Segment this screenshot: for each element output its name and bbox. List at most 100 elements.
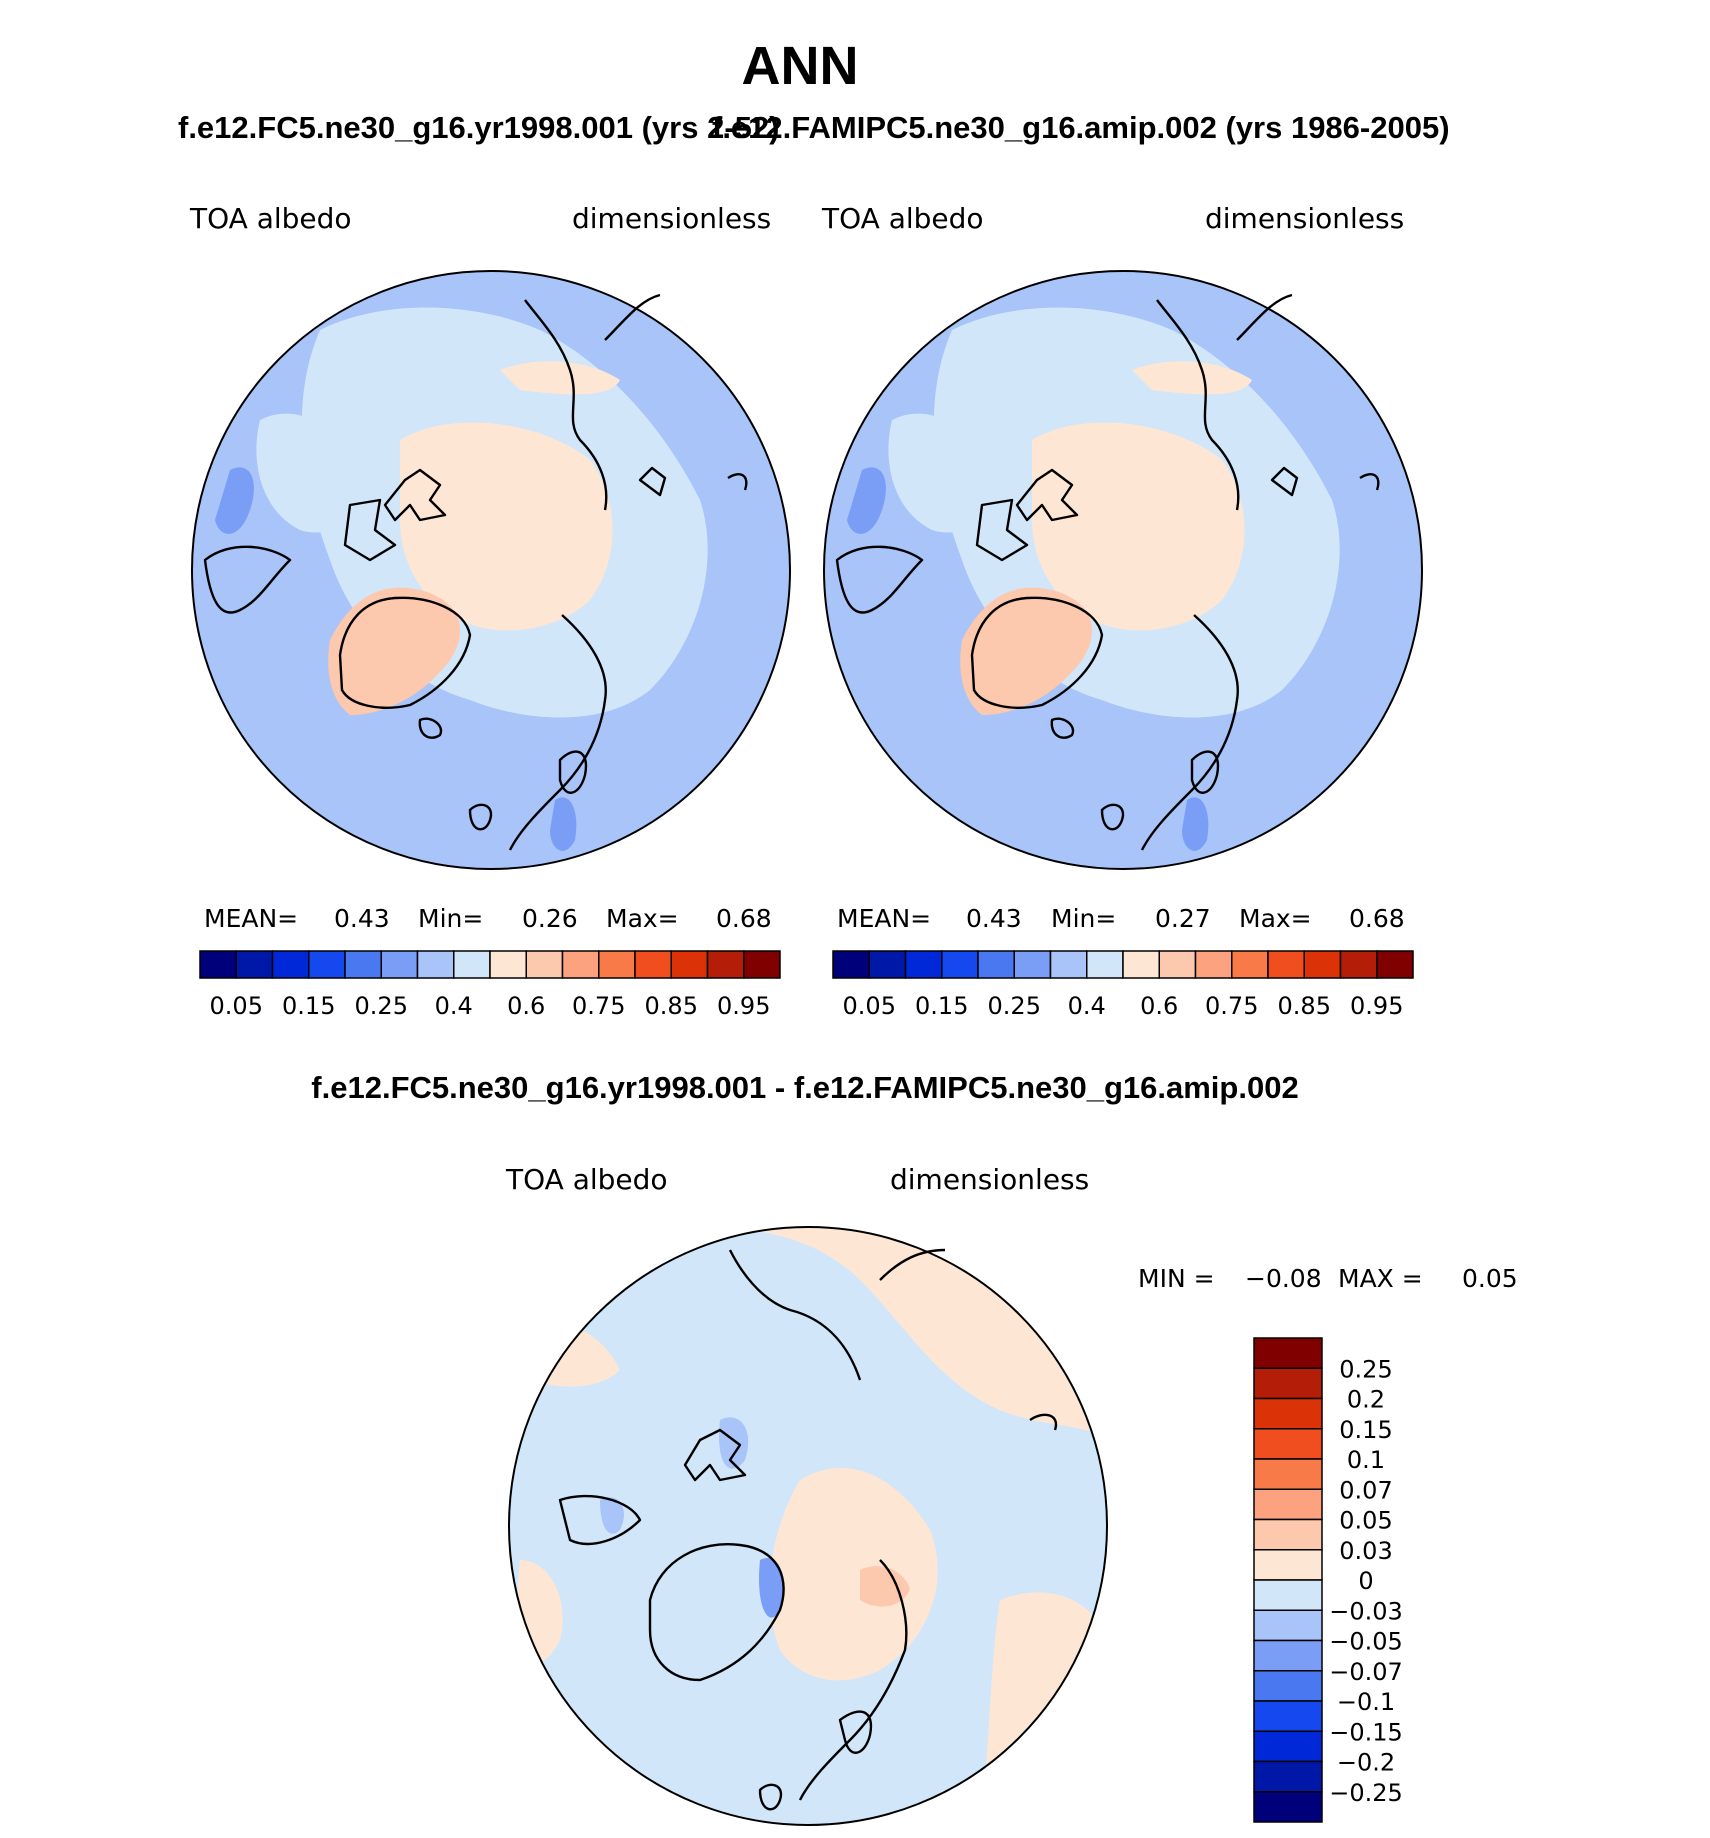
diff-colorbar-tick-label: 0.15 [1339, 1416, 1392, 1444]
left-case-title: f.e12.FC5.ne30_g16.yr1998.001 (yrs 2-52) [178, 110, 780, 145]
left-variable-label: TOA albedo [190, 202, 352, 235]
diff-max-value: 0.05 [1462, 1264, 1518, 1293]
diff-polar-map [508, 1226, 1108, 1826]
diff-colorbar-swatch [1253, 1670, 1323, 1702]
left-colorbar-tick-label: 0.6 [507, 992, 545, 1020]
diff-colorbar-tick-label: 0 [1358, 1567, 1373, 1595]
diff-colorbar-swatch [1253, 1609, 1323, 1642]
right-colorbar-swatch [1013, 950, 1052, 979]
diff-colorbar-swatch [1253, 1639, 1323, 1672]
left-units-label: dimensionless [572, 202, 772, 235]
diff-coastlines [558, 1248, 1058, 1811]
left-coastlines [203, 293, 748, 851]
left-colorbar-swatch [525, 950, 564, 979]
right-min-label: Min= [1051, 904, 1117, 933]
diff-colorbar-swatch [1253, 1791, 1323, 1823]
left-colorbar-swatch [706, 950, 745, 979]
left-colorbar-swatch [598, 950, 636, 979]
left-max-label: Max= [606, 904, 679, 933]
right-colorbar-swatch [904, 950, 943, 979]
diff-min-label: MIN = [1138, 1264, 1215, 1293]
left-colorbar-swatch [634, 950, 672, 979]
right-max-label: Max= [1239, 904, 1312, 933]
diff-colorbar-tick-label: 0.2 [1347, 1386, 1385, 1414]
diff-colorbar-tick-label: 0.1 [1347, 1446, 1385, 1474]
left-colorbar-tick-label: 0.95 [717, 992, 770, 1020]
right-case-title: f.e12.FAMIPC5.ne30_g16.amip.002 (yrs 198… [712, 110, 1450, 145]
diff-variable-label: TOA albedo [506, 1163, 668, 1196]
diff-max-label: MAX = [1338, 1264, 1423, 1293]
right-colorbar-swatch [1086, 950, 1124, 979]
diff-colorbar-tick-label: −0.05 [1329, 1628, 1403, 1656]
right-colorbar-swatch [941, 950, 979, 979]
diff-colorbar-swatch [1253, 1428, 1323, 1460]
diff-colorbar-tick-label: −0.03 [1329, 1597, 1403, 1625]
right-colorbar-tick-label: 0.95 [1350, 992, 1403, 1020]
diff-colorbar-tick-label: −0.2 [1337, 1749, 1395, 1777]
left-colorbar-tick-label: 0.25 [355, 992, 408, 1020]
diff-min-value: −0.08 [1245, 1264, 1322, 1293]
left-colorbar-tick-label: 0.15 [282, 992, 335, 1020]
left-mean-value: 0.43 [334, 904, 390, 933]
right-colorbar-tick-label: 0.4 [1068, 992, 1106, 1020]
left-colorbar-swatch [561, 950, 600, 979]
diff-colorbar-tick-label: −0.1 [1337, 1688, 1395, 1716]
diff-colorbar-tick-label: 0.05 [1339, 1507, 1392, 1535]
diff-colorbar-swatch [1253, 1337, 1323, 1369]
right-colorbar-tick-label: 0.6 [1140, 992, 1178, 1020]
left-colorbar-swatch [199, 950, 237, 979]
left-colorbar-tick-label: 0.75 [572, 992, 625, 1020]
diff-colorbar-swatch [1253, 1367, 1323, 1400]
right-colorbar-swatch [868, 950, 907, 979]
diff-colorbar-swatch [1253, 1488, 1323, 1521]
left-mean-label: MEAN= [204, 904, 299, 933]
right-colorbar-swatch [1158, 950, 1197, 979]
right-colorbar-swatch [1231, 950, 1269, 979]
right-colorbar-swatch [1339, 950, 1378, 979]
left-colorbar: 0.05 0.15 0.25 0.4 0.6 0.75 0.85 0.95 [199, 950, 781, 1020]
diff-colorbar-swatch [1253, 1518, 1323, 1551]
right-colorbar-tick-label: 0.05 [843, 992, 896, 1020]
left-colorbar-swatch [489, 950, 527, 979]
right-colorbar-tick-label: 0.75 [1205, 992, 1258, 1020]
left-colorbar-swatch [271, 950, 310, 979]
diff-colorbar-swatch [1253, 1458, 1323, 1490]
left-min-value: 0.26 [522, 904, 578, 933]
left-colorbar-tick-label: 0.4 [435, 992, 473, 1020]
diff-colorbar-tick-label: 0.03 [1339, 1537, 1392, 1565]
right-colorbar-swatch [832, 950, 870, 979]
right-max-value: 0.68 [1349, 904, 1405, 933]
page-title: ANN [741, 36, 859, 96]
diff-colorbar-swatch [1253, 1730, 1323, 1763]
left-colorbar-swatch [453, 950, 491, 979]
diff-colorbar: 0.250.20.150.10.070.050.030−0.03−0.05−0.… [1253, 1337, 1403, 1823]
right-colorbar-swatch [1303, 950, 1342, 979]
diff-colorbar-swatch [1253, 1397, 1323, 1430]
left-colorbar-swatch [344, 950, 382, 979]
diff-colorbar-swatch [1253, 1700, 1323, 1732]
diff-colorbar-swatch [1253, 1549, 1323, 1581]
right-mean-value: 0.43 [966, 904, 1022, 933]
right-min-value: 0.27 [1155, 904, 1211, 933]
right-colorbar-tick-label: 0.25 [988, 992, 1041, 1020]
left-colorbar-swatch [743, 950, 781, 979]
left-colorbar-swatch [380, 950, 419, 979]
right-coastlines [835, 293, 1380, 851]
left-max-value: 0.68 [716, 904, 772, 933]
right-colorbar-tick-label: 0.15 [915, 992, 968, 1020]
diff-colorbar-swatch [1253, 1760, 1323, 1793]
diff-colorbar-tick-label: −0.15 [1329, 1718, 1403, 1746]
right-colorbar-swatch [977, 950, 1015, 979]
left-colorbar-swatch [235, 950, 274, 979]
right-units-label: dimensionless [1205, 202, 1405, 235]
right-mean-label: MEAN= [837, 904, 932, 933]
diff-units-label: dimensionless [890, 1163, 1090, 1196]
left-min-label: Min= [418, 904, 484, 933]
diff-colorbar-tick-label: −0.25 [1329, 1779, 1403, 1807]
right-colorbar-swatch [1376, 950, 1414, 979]
left-colorbar-tick-label: 0.05 [210, 992, 263, 1020]
left-colorbar-swatch [308, 950, 346, 979]
right-colorbar-swatch [1194, 950, 1233, 979]
diff-title: f.e12.FC5.ne30_g16.yr1998.001 - f.e12.FA… [311, 1070, 1299, 1105]
